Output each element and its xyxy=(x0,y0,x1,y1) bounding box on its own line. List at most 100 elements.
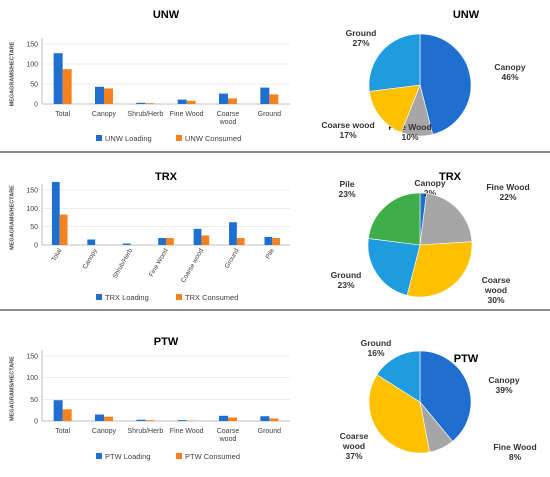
bar-ptw-loading-coarse-wood xyxy=(219,416,228,421)
x-tick-label: Ground xyxy=(258,111,281,118)
bar-trx-loading-fine-wood xyxy=(158,238,166,245)
pie-slice-label: Coarse wood xyxy=(321,120,374,130)
pie-slice-label: Canopy xyxy=(414,178,445,188)
y-axis-label: MEGAGRAMS/HECTARE xyxy=(9,41,15,106)
legend-label: PTW Loading xyxy=(105,452,150,461)
pie-slice-pile xyxy=(368,193,420,245)
x-tick-label: Shrub/Herb xyxy=(127,111,163,118)
bar-ptw-consumed-canopy xyxy=(104,417,113,421)
pie-slice-percent: 30% xyxy=(487,295,504,305)
legend-swatch xyxy=(176,453,182,459)
pie-slice-label: Pile xyxy=(339,179,354,189)
bar-unw-consumed-ground xyxy=(269,94,278,104)
legend-swatch xyxy=(176,294,182,300)
bar-unw-consumed-shrub-herb xyxy=(145,103,154,104)
x-tick-label: Total xyxy=(51,247,64,263)
bar-ptw-loading-ground xyxy=(260,416,269,421)
x-tick-label: Total xyxy=(55,111,70,118)
y-tick-label: 100 xyxy=(26,62,38,69)
y-tick-label: 50 xyxy=(30,397,38,404)
pie-slice-label: wood xyxy=(342,441,365,451)
y-tick-label: 150 xyxy=(26,354,38,361)
bar-unw-consumed-coarse-wood xyxy=(228,98,237,104)
y-axis-label: MEGAGRAMS/HECTARE xyxy=(9,185,15,250)
bar-ptw-loading-total xyxy=(54,400,63,421)
x-tick-label: Ground xyxy=(258,428,281,435)
pie-slice-label: Fine Wood xyxy=(493,442,536,452)
x-tick-label: Fine Wood xyxy=(170,111,204,118)
bar-trx-consumed-ground xyxy=(237,238,245,245)
legend-swatch xyxy=(96,294,102,300)
x-tick-label: Canopy xyxy=(92,111,117,118)
bar-ptw-consumed-total xyxy=(63,409,72,421)
y-tick-label: 100 xyxy=(26,206,38,213)
x-tick-label: Canopy xyxy=(92,428,117,435)
legend-label: PTW Consumed xyxy=(185,452,240,461)
bar-ptw-consumed-shrub-herb xyxy=(145,420,154,421)
bar-ptw-consumed-ground xyxy=(269,418,278,421)
x-tick-label: wood xyxy=(219,436,237,443)
pie-slice-label: Ground xyxy=(331,270,362,280)
bar-trx-loading-coarse-wood xyxy=(194,229,202,245)
legend-label: UNW Consumed xyxy=(185,134,241,143)
bar-trx-loading-canopy xyxy=(87,240,95,246)
pie-slice-ground xyxy=(369,34,420,91)
legend-swatch xyxy=(176,135,182,141)
x-tick-label: wood xyxy=(219,119,237,126)
bar-ptw-loading-shrub-herb xyxy=(136,420,145,421)
pie-slice-label: Ground xyxy=(346,28,377,38)
legend-label: TRX Loading xyxy=(105,293,149,302)
y-tick-label: 150 xyxy=(26,188,38,195)
pie-slice-percent: 23% xyxy=(337,280,354,290)
bar-unw-loading-shrub-herb xyxy=(136,103,145,104)
pie-chart-title: PTW xyxy=(454,353,479,365)
legend-label: TRX Consumed xyxy=(185,293,238,302)
pie-slice-percent: 8% xyxy=(509,452,522,462)
pie-slice-label: Canopy xyxy=(494,62,525,72)
x-tick-label: Shrub/Herb xyxy=(127,428,163,435)
x-tick-label: Ground xyxy=(224,247,241,270)
pie-slice-label: Fine Wood xyxy=(486,182,529,192)
x-tick-label: Pile xyxy=(265,247,277,260)
bar-ptw-consumed-coarse-wood xyxy=(228,418,237,421)
x-tick-label: Shrub/Herb xyxy=(112,247,135,280)
y-tick-label: 0 xyxy=(34,243,38,250)
x-tick-label: Total xyxy=(55,428,70,435)
y-tick-label: 0 xyxy=(34,102,38,109)
bar-chart-title: TRX xyxy=(155,171,178,183)
bar-trx-loading-ground xyxy=(229,222,237,245)
y-tick-label: 50 xyxy=(30,82,38,89)
pie-chart-title: UNW xyxy=(453,9,480,21)
bar-unw-loading-fine-wood xyxy=(178,100,187,104)
bar-trx-loading-total xyxy=(52,182,60,245)
pie-slice-percent: 46% xyxy=(501,72,518,82)
y-tick-label: 150 xyxy=(26,42,38,49)
bar-chart-title: UNW xyxy=(153,9,180,21)
bar-ptw-loading-canopy xyxy=(95,415,104,422)
bar-chart-title: PTW xyxy=(154,336,179,348)
pie-slice-percent: 17% xyxy=(339,130,356,140)
bar-unw-loading-coarse-wood xyxy=(219,94,228,104)
bar-unw-consumed-fine-wood xyxy=(187,101,196,104)
bar-trx-consumed-total xyxy=(60,215,68,245)
pie-slice-percent: 10% xyxy=(401,132,418,142)
bar-trx-consumed-coarse-wood xyxy=(201,235,209,245)
pie-slice-label: Coarse xyxy=(482,275,511,285)
legend-label: UNW Loading xyxy=(105,134,152,143)
x-tick-label: Fine Wood xyxy=(148,247,170,278)
bar-unw-loading-ground xyxy=(260,88,269,104)
pie-slice-percent: 37% xyxy=(345,451,362,461)
y-tick-label: 50 xyxy=(30,224,38,231)
panel-separator xyxy=(0,151,550,153)
x-tick-label: Coarse wood xyxy=(180,247,205,284)
legend-swatch xyxy=(96,453,102,459)
y-tick-label: 0 xyxy=(34,419,38,426)
bar-trx-consumed-fine-wood xyxy=(166,238,174,245)
bar-unw-consumed-canopy xyxy=(104,88,113,104)
x-tick-label: Coarse xyxy=(217,428,240,435)
panel-separator xyxy=(0,309,550,311)
y-tick-label: 100 xyxy=(26,375,38,382)
x-tick-label: Canopy xyxy=(82,247,100,271)
